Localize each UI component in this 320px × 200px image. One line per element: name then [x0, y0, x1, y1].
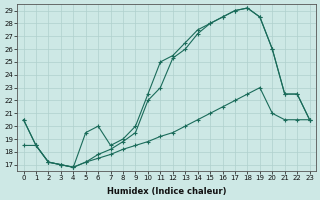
X-axis label: Humidex (Indice chaleur): Humidex (Indice chaleur) [107, 187, 226, 196]
